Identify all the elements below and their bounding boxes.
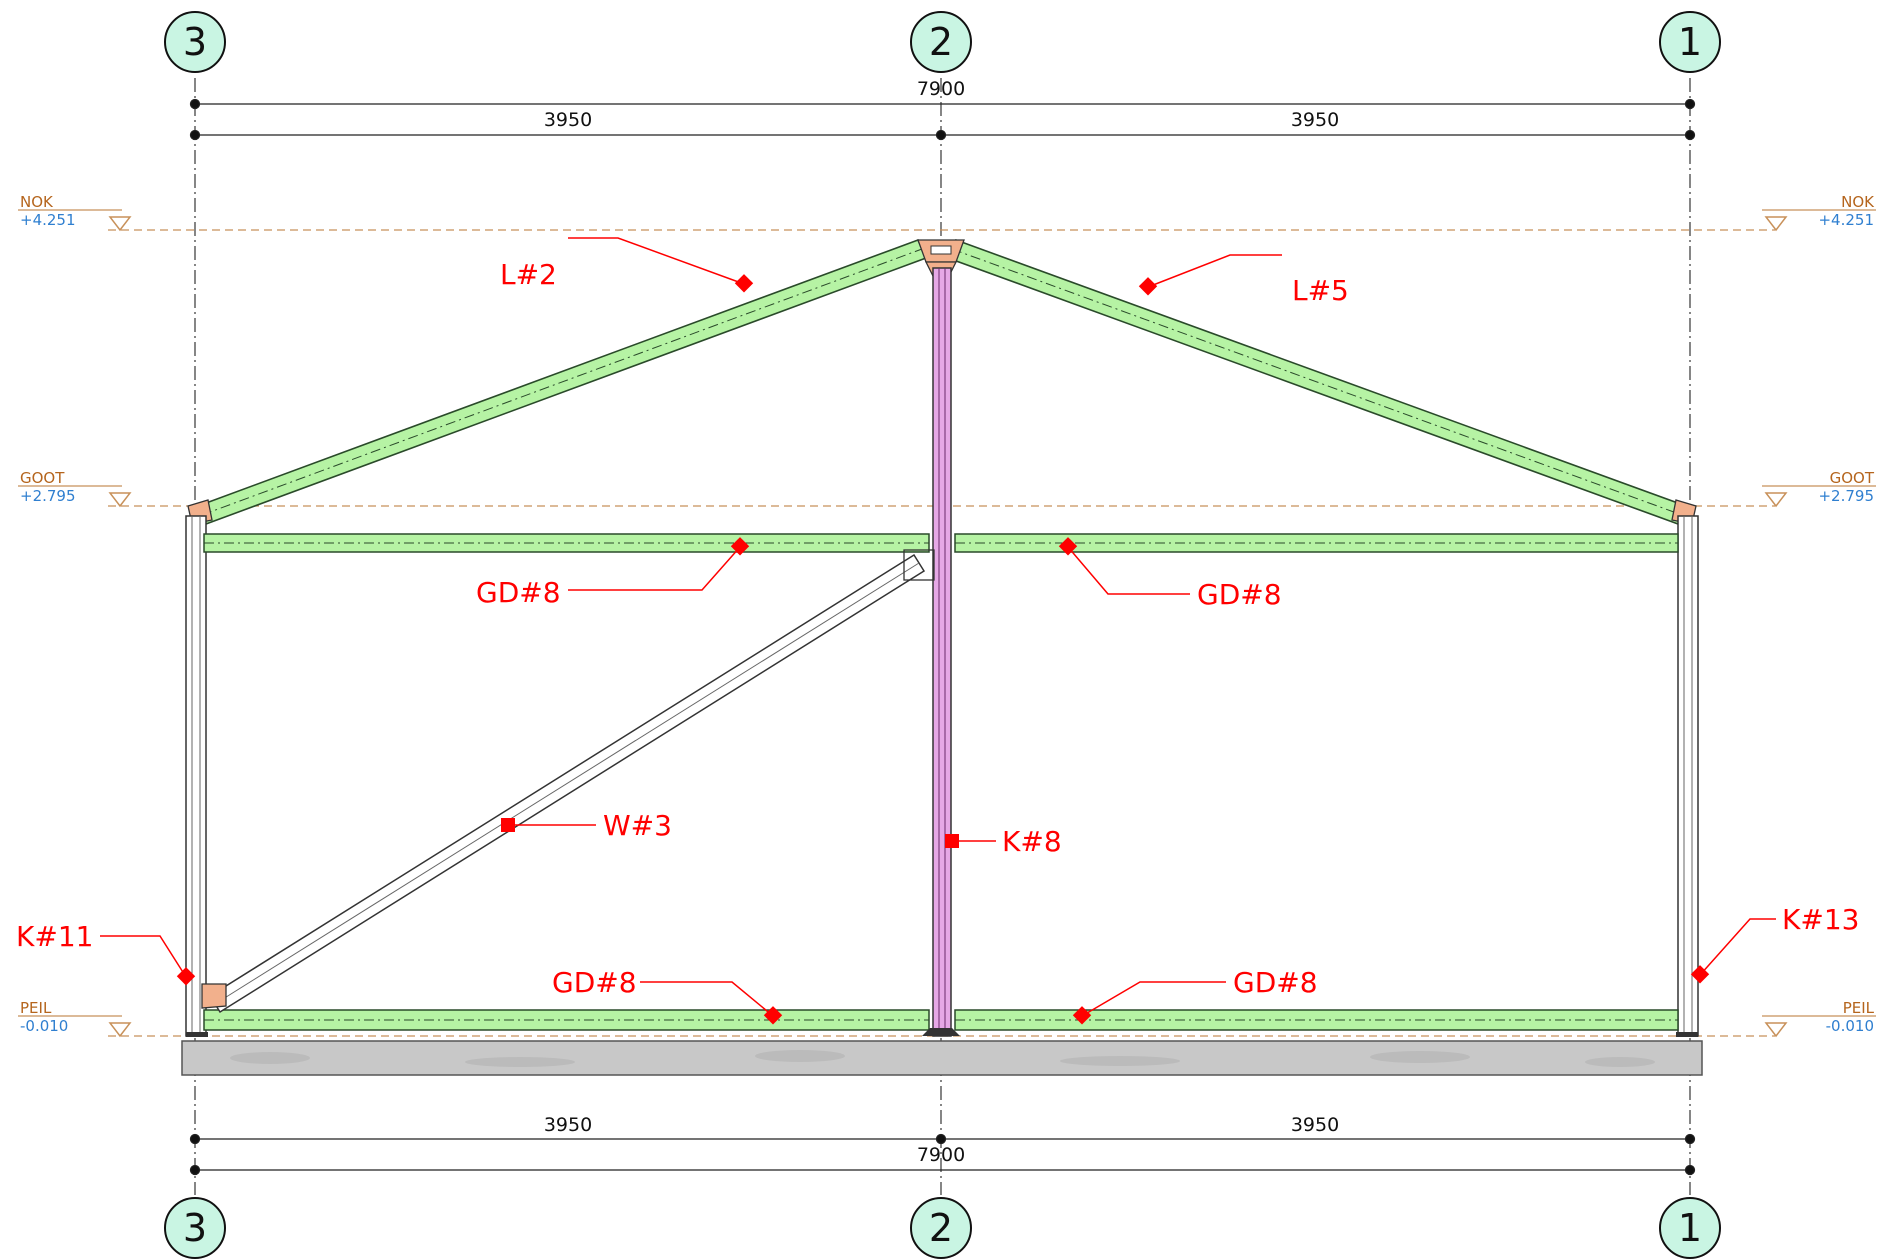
- red-diamond-icon: [1138, 277, 1158, 296]
- level-name: GOOT: [1830, 469, 1875, 487]
- level-triangle-icon: [108, 1022, 132, 1038]
- tag-center-column: K#8: [945, 825, 1062, 858]
- tag-girder-top-right: GD#8: [1058, 537, 1282, 611]
- tag-girder-bottom-right: GD#8: [1072, 966, 1318, 1025]
- tag-brace: W#3: [501, 809, 672, 842]
- level-marker-nok-left: NOK +4.251: [18, 193, 132, 232]
- red-diamond-icon: [730, 537, 750, 556]
- tag-right-column: K#13: [1690, 903, 1859, 984]
- level-triangle-icon: [1764, 492, 1788, 508]
- level-triangle-icon: [108, 492, 132, 508]
- red-diamond-icon: [1058, 537, 1078, 556]
- grid-label: 2: [929, 20, 953, 64]
- tag-label: L#2: [500, 258, 557, 291]
- level-value: +4.251: [20, 211, 76, 229]
- tag-girder-bottom-left: GD#8: [552, 966, 783, 1025]
- level-triangle-icon: [1764, 216, 1788, 232]
- grid-label: 3: [183, 1206, 207, 1250]
- grid-bubble-bottom-2: 2: [910, 1197, 972, 1259]
- grid-bubble-top-3: 3: [164, 11, 226, 73]
- red-diamond-icon: [734, 274, 754, 293]
- brace-connection-top: [903, 549, 935, 581]
- base-plates: [186, 1028, 1698, 1037]
- grid-label: 2: [929, 1206, 953, 1250]
- tag-label: GD#8: [552, 966, 637, 999]
- dim-bottom-total: 7900: [917, 1144, 965, 1166]
- tag-label: GD#8: [1233, 966, 1318, 999]
- grid-bubble-bottom-1: 1: [1659, 1197, 1721, 1259]
- column-center: [932, 267, 952, 1037]
- dim-top-right: 3950: [1291, 109, 1339, 131]
- tag-girder-top-left: GD#8: [476, 537, 750, 609]
- level-value: -0.010: [20, 1017, 68, 1035]
- dim-top-left: 3950: [544, 109, 592, 131]
- dimension-lines: [189, 98, 1696, 1176]
- rafter-left: [196, 238, 928, 526]
- dim-bottom-left: 3950: [544, 1114, 592, 1136]
- foundation-texture: [230, 1050, 1655, 1067]
- tag-rafter-right: L#5: [1138, 254, 1349, 307]
- level-value: +2.795: [20, 487, 76, 505]
- brace-connection-bottom: [201, 983, 227, 1009]
- girder-top-left: [203, 533, 930, 553]
- level-triangle-icon: [108, 216, 132, 232]
- tag-rafter-left: L#2: [500, 237, 754, 293]
- tag-label: K#13: [1782, 903, 1859, 936]
- column-left: [185, 515, 207, 1037]
- dimension-labels: 7900 3950 3950 3950 3950 7900: [544, 78, 1339, 1166]
- red-diamond-icon: [763, 1006, 783, 1025]
- level-marker-peil-left: PEIL -0.010: [18, 999, 132, 1038]
- tag-label: GD#8: [476, 576, 561, 609]
- grid-bubble-top-1: 1: [1659, 11, 1721, 73]
- tag-label: W#3: [603, 809, 672, 842]
- diagonal-brace: [208, 553, 926, 1014]
- tag-label: L#5: [1292, 274, 1349, 307]
- dim-top-total: 7900: [917, 78, 965, 100]
- tag-label: K#11: [16, 920, 93, 953]
- level-marker-peil-right: PEIL -0.010: [1762, 999, 1876, 1038]
- tag-label: K#8: [1002, 825, 1062, 858]
- level-marker-goot-right: GOOT +2.795: [1762, 469, 1876, 508]
- tag-left-column: K#11: [16, 920, 196, 986]
- grid-label: 1: [1678, 1206, 1702, 1250]
- grid-label: 3: [183, 20, 207, 64]
- girder-bottom-right: [954, 1009, 1679, 1031]
- grid-label: 1: [1678, 20, 1702, 64]
- column-right: [1677, 515, 1699, 1037]
- level-marker-nok-right: NOK +4.251: [1762, 193, 1876, 232]
- grid-bubble-top-2: 2: [910, 11, 972, 73]
- grid-bubble-bottom-3: 3: [164, 1197, 226, 1259]
- red-diamond-icon: [1690, 965, 1710, 984]
- level-name: GOOT: [20, 469, 65, 487]
- level-name: NOK: [20, 193, 54, 211]
- dim-bottom-right: 3950: [1291, 1114, 1339, 1136]
- level-name: PEIL: [20, 999, 52, 1017]
- level-marker-goot-left: GOOT +2.795: [18, 469, 132, 508]
- girder-top-right: [954, 533, 1679, 553]
- level-name: NOK: [1841, 193, 1875, 211]
- level-triangle-icon: [1764, 1022, 1788, 1038]
- level-name: PEIL: [1843, 999, 1875, 1017]
- red-diamond-icon: [501, 818, 515, 832]
- red-diamond-icon: [1072, 1006, 1092, 1025]
- foundation-slab: [181, 1040, 1703, 1076]
- red-diamond-icon: [945, 834, 959, 848]
- level-value: +2.795: [1818, 487, 1874, 505]
- tag-label: GD#8: [1197, 578, 1282, 611]
- girder-bottom-left: [203, 1009, 930, 1031]
- level-value: -0.010: [1826, 1017, 1874, 1035]
- red-diamond-icon: [176, 967, 196, 986]
- level-value: +4.251: [1818, 211, 1874, 229]
